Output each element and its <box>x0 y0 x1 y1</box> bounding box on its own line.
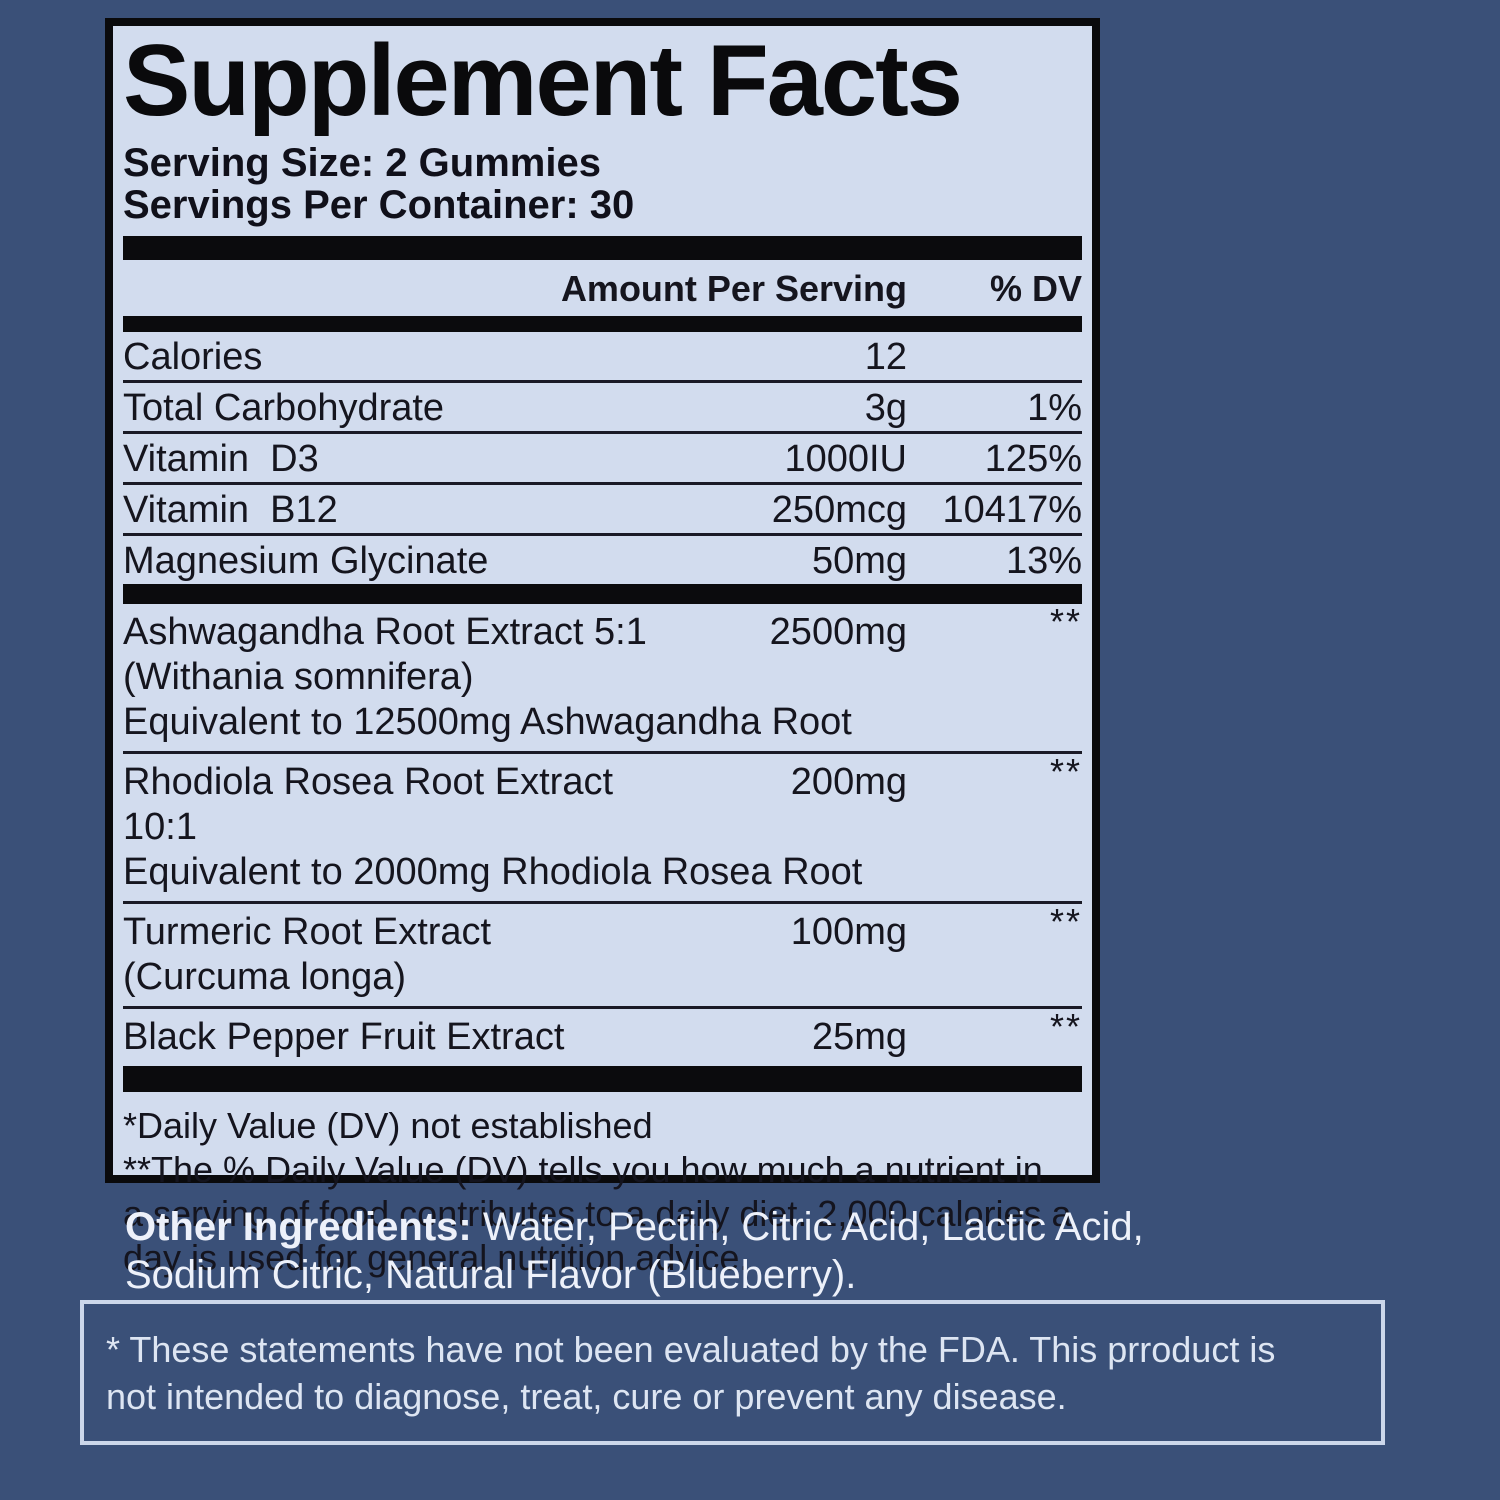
fda-disclaimer-text: * These statements have not been evaluat… <box>106 1329 1276 1370</box>
nutrient-amount: 50mg <box>811 539 907 582</box>
footnote-line: a serving of food contributes to a daily… <box>123 1192 1072 1234</box>
nutrient-amount: 1000IU <box>784 437 907 480</box>
nutrient-row: Calories 12 <box>123 332 1082 383</box>
nutrient-name: Total Carbohydrate <box>123 386 445 429</box>
nutrient-row: Magnesium Glycinate 50mg 13% <box>123 536 1082 584</box>
ingredient-subline: Equivalent to 2000mg Rhodiola Rosea Root <box>123 850 863 893</box>
footnote-line: **The % Daily Value (DV) tells you how m… <box>123 1148 1043 1190</box>
column-header-amount: Amount Per Serving <box>560 267 907 309</box>
ingredient-dv-asterisks: ** <box>1049 750 1082 792</box>
nutrient-name: Vitamin D3 <box>123 437 319 480</box>
footnote-line: *Daily Value (DV) not established <box>123 1104 653 1146</box>
ingredient-subline: Equivalent to 12500mg Ashwagandha Root <box>123 700 852 743</box>
ingredient-row: Ashwagandha Root Extract 5:1 2500mg ** (… <box>123 601 1082 754</box>
ingredient-name: Black Pepper Fruit Extract <box>123 1015 565 1058</box>
ingredient-row: Black Pepper Fruit Extract 25mg ** <box>123 1006 1082 1066</box>
fda-disclaimer-box: * These statements have not been evaluat… <box>80 1300 1385 1445</box>
ingredient-row: Turmeric Root Extract (Curcuma longa) 10… <box>123 901 1082 1009</box>
ingredient-main-line: Turmeric Root Extract (Curcuma longa) 10… <box>123 901 1082 1000</box>
ingredient-name: Turmeric Root Extract (Curcuma longa) <box>123 910 492 998</box>
ingredient-amount: 100mg <box>790 910 907 953</box>
footnotes-block: *Daily Value (DV) not established **The … <box>123 1104 1082 1280</box>
supplement-facts-title: Supplement Facts <box>123 25 963 137</box>
ingredient-name: Ashwagandha Root Extract 5:1 <box>123 610 647 653</box>
nutrient-dv: 10417% <box>942 488 1082 531</box>
other-ingredients-label: Other Ingredients: <box>125 1205 472 1249</box>
ingredient-amount: 2500mg <box>769 610 907 653</box>
supplement-facts-panel: Supplement Facts Serving Size: 2 Gummies… <box>105 18 1100 1278</box>
ingredient-row: Rhodiola Rosea Root Extract 10:1 200mg *… <box>123 751 1082 904</box>
serving-info: Serving Size: 2 Gummies Servings Per Con… <box>123 142 1082 226</box>
footnote-line: day is used for general nutrition advice… <box>123 1236 750 1278</box>
thick-separator-bar <box>123 1065 1082 1092</box>
nutrient-row: Total Carbohydrate 3g 1% <box>123 383 1082 434</box>
thick-separator-bar <box>123 315 1082 332</box>
nutrient-amount: 250mcg <box>771 488 907 531</box>
table-header-row: Amount Per Serving % DV <box>123 260 1082 316</box>
ingredient-amount: 25mg <box>811 1015 907 1058</box>
ingredient-dv-asterisks: ** <box>1049 900 1082 942</box>
nutrient-row: Vitamin D3 1000IU 125% <box>123 434 1082 485</box>
other-ingredients: Other Ingredients: Water, Pectin, Citric… <box>125 1203 1155 1299</box>
ingredient-name: Rhodiola Rosea Root Extract 10:1 <box>123 760 614 848</box>
nutrient-name: Magnesium Glycinate <box>123 539 489 582</box>
serving-size-line: Serving Size: 2 Gummies <box>123 140 601 185</box>
other-ingredients-text: Water, Pectin, Citric Acid, Lactic Acid, <box>471 1205 1144 1249</box>
ingredient-main-line: Ashwagandha Root Extract 5:1 2500mg ** <box>123 601 1082 655</box>
ingredient-dv-asterisks: ** <box>1049 600 1082 642</box>
fda-disclaimer-text: not intended to diagnose, treat, cure or… <box>106 1376 1067 1417</box>
nutrient-name: Vitamin B12 <box>123 488 338 531</box>
ingredient-dv-asterisks: ** <box>1049 1005 1082 1047</box>
servings-per-container-line: Servings Per Container: 30 <box>123 182 635 227</box>
nutrient-amount: 12 <box>864 335 907 378</box>
nutrient-dv: 1% <box>1027 386 1082 429</box>
nutrient-amount: 3g <box>864 386 907 429</box>
nutrient-dv: 125% <box>984 437 1082 480</box>
ingredient-amount: 200mg <box>790 760 907 803</box>
ingredient-main-line: Rhodiola Rosea Root Extract 10:1 200mg *… <box>123 751 1082 850</box>
other-ingredients-line: Other Ingredients: Water, Pectin, Citric… <box>125 1203 1155 1251</box>
ingredient-main-line: Black Pepper Fruit Extract 25mg ** <box>123 1006 1082 1060</box>
nutrient-name: Calories <box>123 335 263 378</box>
other-ingredients-line: Sodium Citric, Natural Flavor (Blueberry… <box>125 1253 857 1297</box>
thick-separator-bar <box>123 235 1082 260</box>
thick-separator-bar <box>123 583 1082 604</box>
ingredient-subline: (Withania somnifera) <box>123 655 474 698</box>
column-header-dv: % DV <box>989 267 1082 309</box>
nutrient-row: Vitamin B12 250mcg 10417% <box>123 485 1082 536</box>
nutrient-dv: 13% <box>1005 539 1082 582</box>
